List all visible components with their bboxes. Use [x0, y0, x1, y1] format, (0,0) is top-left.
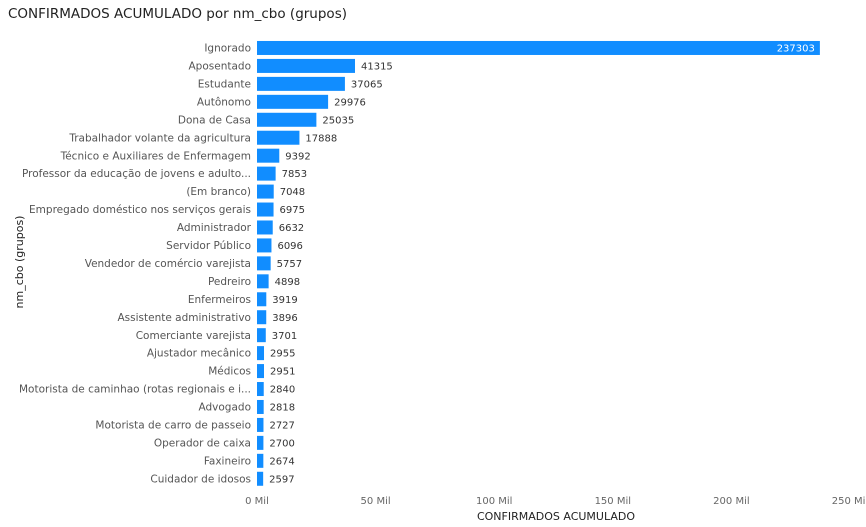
category-label: Estudante [198, 78, 251, 90]
bar[interactable] [257, 453, 264, 468]
category-label: Professor da educação de jovens e adulto… [22, 168, 251, 180]
bar[interactable] [257, 40, 820, 55]
data-label: 5757 [277, 259, 302, 270]
category-label: Enfermeiros [188, 294, 251, 306]
y-axis-title: nm_cbo (grupos) [13, 216, 26, 309]
category-label: Aposentado [189, 61, 252, 73]
data-label: 3919 [272, 295, 297, 306]
data-label: 6096 [277, 241, 302, 252]
bar[interactable] [257, 417, 264, 432]
category-label: Motorista de carro de passeio [95, 420, 251, 432]
data-label: 3896 [272, 313, 297, 324]
chart-title: CONFIRMADOS ACUMULADO por nm_cbo (grupos… [8, 6, 347, 22]
bar[interactable] [257, 274, 269, 289]
bar[interactable] [257, 399, 264, 414]
x-axis-title: CONFIRMADOS ACUMULADO [477, 510, 635, 523]
category-label: Faxineiro [204, 455, 251, 467]
bar[interactable] [257, 130, 300, 145]
label-layer: Ignorado 237303 Aposentado 41315 Estudante 37… [19, 43, 815, 486]
x-tick-label: 250 Mil [832, 496, 866, 507]
category-label: Autônomo [197, 96, 251, 108]
x-tick-label: 50 Mil [361, 496, 391, 507]
category-label: Dona de Casa [178, 114, 251, 126]
x-tick-label: 100 Mil [476, 496, 512, 507]
data-label: 6632 [279, 223, 304, 234]
data-label: 237303 [777, 44, 815, 55]
category-label: Advogado [199, 402, 252, 414]
bar[interactable] [257, 435, 264, 450]
bar[interactable] [257, 202, 274, 217]
data-label: 2955 [270, 349, 295, 360]
data-label: 37065 [351, 79, 383, 90]
bar[interactable] [257, 292, 267, 307]
bar[interactable] [257, 148, 280, 163]
category-label: Servidor Público [166, 240, 251, 252]
data-label: 2727 [269, 421, 294, 432]
bar[interactable] [257, 256, 271, 271]
category-label: Assistente administrativo [118, 312, 252, 324]
data-label: 2700 [269, 438, 294, 449]
category-label: Cuidador de idosos [150, 473, 251, 485]
category-label: (Em branco) [186, 186, 251, 198]
data-label: 7048 [280, 187, 305, 198]
x-axis-ticks: 0 Mil 50 Mil 100 Mil 150 Mil 200 Mil 250 Mil [245, 496, 866, 507]
bar[interactable] [257, 112, 317, 127]
data-label: 3701 [272, 331, 297, 342]
data-label: 41315 [361, 62, 393, 73]
bar[interactable] [257, 166, 276, 181]
data-label: 7853 [282, 169, 307, 180]
bar[interactable] [257, 382, 264, 397]
bar[interactable] [257, 346, 265, 361]
category-label: Técnico e Auxiliares de Enfermagem [60, 150, 251, 162]
bar[interactable] [257, 58, 355, 73]
category-label: Empregado doméstico nos serviços gerais [29, 204, 251, 216]
category-label: Motorista de caminhao (rotas regionais e… [19, 384, 251, 396]
data-label: 17888 [305, 133, 337, 144]
bar[interactable] [257, 364, 264, 379]
bar[interactable] [257, 220, 273, 235]
data-label: 2674 [269, 456, 294, 467]
data-label: 25035 [322, 115, 354, 126]
category-label: Trabalhador volante da agricultura [68, 132, 251, 144]
data-label: 29976 [334, 97, 366, 108]
x-tick-label: 0 Mil [245, 496, 269, 507]
bar[interactable] [257, 94, 329, 109]
category-label: Ignorado [204, 43, 251, 55]
data-label: 2818 [270, 403, 295, 414]
category-label: Ajustador mecânico [147, 348, 251, 360]
category-label: Vendedor de comércio varejista [85, 258, 251, 270]
bar[interactable] [257, 328, 266, 343]
data-label: 2951 [270, 367, 295, 378]
bar-layer [257, 40, 820, 486]
data-label: 6975 [280, 205, 305, 216]
category-label: Pedreiro [208, 276, 251, 288]
bar[interactable] [257, 184, 274, 199]
x-tick-label: 200 Mil [713, 496, 749, 507]
category-label: Administrador [177, 222, 252, 234]
bar[interactable] [257, 471, 264, 486]
data-label: 2597 [269, 474, 294, 485]
bar[interactable] [257, 310, 267, 325]
category-label: Comerciante varejista [136, 330, 251, 342]
data-label: 2840 [270, 385, 295, 396]
data-label: 4898 [275, 277, 300, 288]
data-label: 9392 [285, 151, 310, 162]
bar[interactable] [257, 76, 345, 91]
category-label: Operador de caixa [154, 437, 251, 449]
x-tick-label: 150 Mil [595, 496, 631, 507]
category-label: Médicos [208, 366, 251, 378]
bar[interactable] [257, 238, 272, 253]
